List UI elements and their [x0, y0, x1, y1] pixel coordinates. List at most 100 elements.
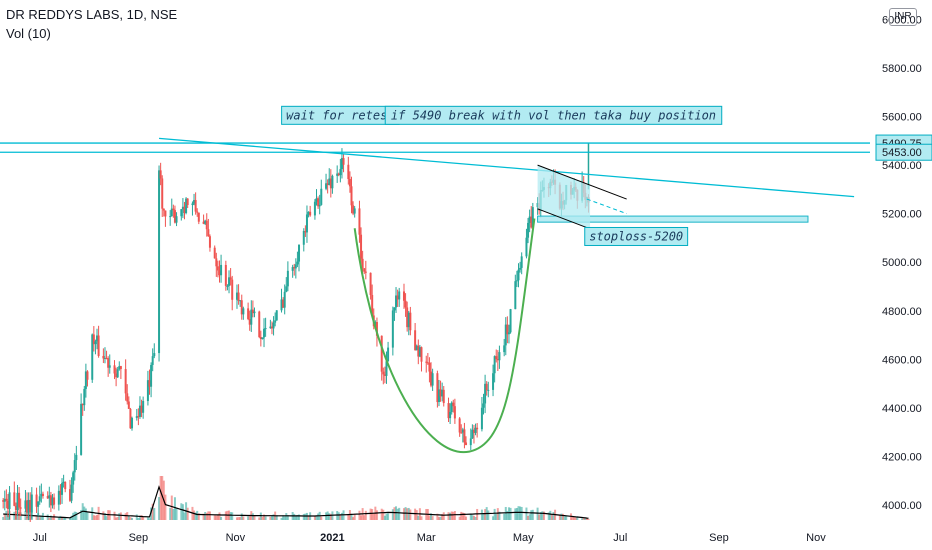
time-tick-label: Jul [33, 532, 47, 544]
volume-bar [463, 513, 466, 520]
volume-bar [215, 515, 218, 520]
candle-body [417, 345, 420, 357]
volume-bar [437, 517, 440, 520]
volume-bar [164, 494, 167, 520]
volume-bar [229, 512, 232, 520]
candle-body [387, 347, 390, 362]
candle-body [520, 256, 523, 268]
volume-bar [482, 512, 485, 520]
volume-bar [40, 515, 43, 520]
volume-bar [196, 510, 199, 520]
volume-bar [86, 511, 89, 520]
candle-body [425, 361, 428, 363]
volume-bar [298, 514, 301, 520]
candle-body [331, 175, 334, 189]
symbol-title[interactable]: DR REDDYS LABS, 1D, NSE [6, 7, 178, 22]
descending-trendline [158, 137, 855, 198]
volume-bar [83, 506, 86, 520]
price-level-tag-text: 5453.00 [882, 147, 922, 159]
volume-bar [517, 506, 520, 520]
candle-body [441, 389, 444, 397]
candle-body [57, 490, 60, 505]
volume-bar [118, 513, 121, 520]
candle-body [398, 291, 401, 300]
volume-indicator-label[interactable]: Vol (10) [6, 26, 51, 41]
candle-body [305, 214, 308, 233]
candle-body [360, 234, 363, 259]
volume-bar [205, 512, 208, 520]
candle-body [391, 310, 394, 348]
candle-body [193, 200, 196, 204]
candle-body [240, 300, 243, 315]
candle-body [493, 356, 496, 374]
candle-body [86, 371, 89, 380]
candle-body [2, 500, 5, 502]
volume-bar [286, 515, 289, 520]
candle-body [213, 247, 216, 259]
volume-bar [248, 516, 251, 520]
candle-body [172, 208, 175, 211]
candle-body [62, 481, 65, 484]
volume-bar [452, 511, 455, 520]
volume-bar [317, 513, 320, 520]
candle-body [150, 364, 153, 387]
candle-body [183, 206, 186, 214]
volume-bar [124, 513, 127, 520]
price-tick-label: 4800.00 [882, 306, 922, 318]
candle-body [280, 299, 283, 311]
volume-bar [283, 516, 286, 520]
volume-bar [218, 512, 221, 520]
candle-body [515, 280, 518, 282]
candle-body [51, 497, 54, 506]
candle-body [169, 216, 172, 218]
candle-body [18, 492, 21, 508]
candle-body [113, 365, 116, 374]
volume-bar [26, 516, 29, 520]
volume-bar [251, 513, 254, 520]
candle-body [14, 505, 17, 511]
volume-bar [382, 509, 385, 520]
volume-bar [474, 516, 477, 520]
candle-body [3, 498, 6, 502]
candle-body [472, 429, 475, 433]
volume-bar [13, 511, 16, 520]
volume-bar [240, 513, 243, 520]
candle-body [146, 380, 149, 402]
candle-body [35, 494, 38, 507]
candle-body [6, 500, 9, 510]
candle-body [29, 499, 32, 513]
candle-body [495, 356, 498, 359]
currency-badge[interactable]: INR [889, 8, 917, 26]
candle-body [272, 322, 275, 329]
candle-body [283, 291, 286, 308]
volume-bar [91, 507, 94, 520]
volume-bar [449, 512, 452, 520]
price-axis[interactable]: 4000.00 4200.00 4400.00 4600.00 4800.00 5000.… [875, 0, 932, 550]
candle-body [263, 328, 266, 338]
candle-body [202, 221, 205, 224]
volume-bar [235, 517, 238, 520]
candle-body [83, 388, 86, 406]
volume-bar [259, 512, 262, 520]
volume-bar [353, 513, 356, 520]
candle-body [40, 493, 43, 497]
candle-body [474, 427, 477, 433]
volume-bar [441, 514, 444, 520]
time-tick-label: Jul [613, 532, 627, 544]
volume-bar [263, 514, 266, 520]
candle-body [197, 212, 200, 222]
candle-body [296, 261, 299, 265]
candle-body [61, 483, 64, 495]
volume-bar [173, 497, 176, 520]
candle-body [414, 330, 417, 351]
price-axis-bg [880, 0, 932, 550]
volume-bar [574, 517, 577, 520]
time-axis[interactable]: Jul Sep Nov 2021 Mar May Jul Sep Nov [0, 522, 932, 550]
volume-bar [480, 509, 483, 520]
volume-bar [385, 513, 388, 520]
candle-body [506, 324, 509, 335]
candle-body [226, 285, 229, 287]
volume-bar [406, 508, 409, 520]
